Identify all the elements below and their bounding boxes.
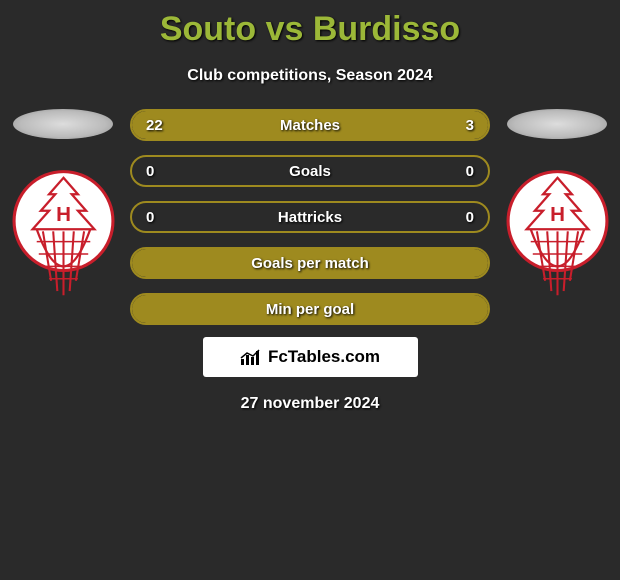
- date-label: 27 november 2024: [0, 395, 620, 413]
- stat-label: Goals per match: [132, 255, 488, 272]
- page-title: Souto vs Burdisso: [0, 0, 620, 49]
- stat-bar: Goals per match: [130, 247, 490, 279]
- subtitle: Club competitions, Season 2024: [0, 67, 620, 85]
- player-right-crest: H: [506, 169, 609, 304]
- watermark-text: FcTables.com: [268, 347, 380, 367]
- player-left-crest: H: [12, 169, 115, 304]
- stat-label: Hattricks: [132, 209, 488, 226]
- stat-label: Goals: [132, 163, 488, 180]
- stat-bar: 00Goals: [130, 155, 490, 187]
- watermark: FcTables.com: [203, 337, 418, 377]
- player-right-column: H: [502, 109, 612, 304]
- player-right-silhouette: [507, 109, 607, 139]
- stat-label: Min per goal: [132, 301, 488, 318]
- stat-bar: Min per goal: [130, 293, 490, 325]
- stat-bar: 223Matches: [130, 109, 490, 141]
- stat-bar: 00Hattricks: [130, 201, 490, 233]
- chart-icon: [240, 348, 262, 366]
- player-left-column: H: [8, 109, 118, 304]
- svg-text:H: H: [550, 203, 565, 226]
- svg-text:H: H: [56, 203, 71, 226]
- stats-column: 223Matches 00Goals 00Hattricks Goals per ma…: [118, 109, 502, 325]
- stat-label: Matches: [132, 117, 488, 134]
- player-left-silhouette: [13, 109, 113, 139]
- comparison-row: H 223Matches 00Goals 00Hattricks Goals per …: [0, 109, 620, 325]
